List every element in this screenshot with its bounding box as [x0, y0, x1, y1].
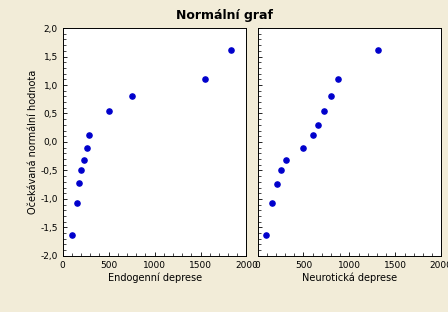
- Point: [75, 180, 82, 185]
- Point: [105, 108, 112, 113]
- Point: [83, 145, 90, 150]
- Point: [299, 145, 306, 150]
- Point: [314, 122, 322, 127]
- X-axis label: Neurotická deprese: Neurotická deprese: [302, 272, 397, 283]
- Point: [262, 232, 269, 237]
- Point: [327, 94, 335, 99]
- Text: Normální graf: Normální graf: [176, 9, 272, 22]
- Point: [320, 108, 327, 113]
- Point: [80, 157, 87, 162]
- Point: [73, 200, 80, 205]
- Point: [86, 133, 93, 138]
- Point: [202, 77, 209, 82]
- X-axis label: Endogenní deprese: Endogenní deprese: [108, 272, 202, 283]
- Point: [335, 77, 342, 82]
- Y-axis label: Očekávaná normální hodnota: Očekávaná normální hodnota: [28, 70, 38, 214]
- Point: [277, 168, 284, 173]
- Point: [69, 232, 76, 237]
- Point: [227, 47, 234, 52]
- Point: [282, 158, 289, 163]
- Point: [273, 181, 280, 186]
- Point: [374, 47, 381, 52]
- Point: [78, 168, 85, 173]
- Point: [128, 94, 135, 99]
- Point: [268, 200, 276, 205]
- Point: [309, 133, 316, 138]
